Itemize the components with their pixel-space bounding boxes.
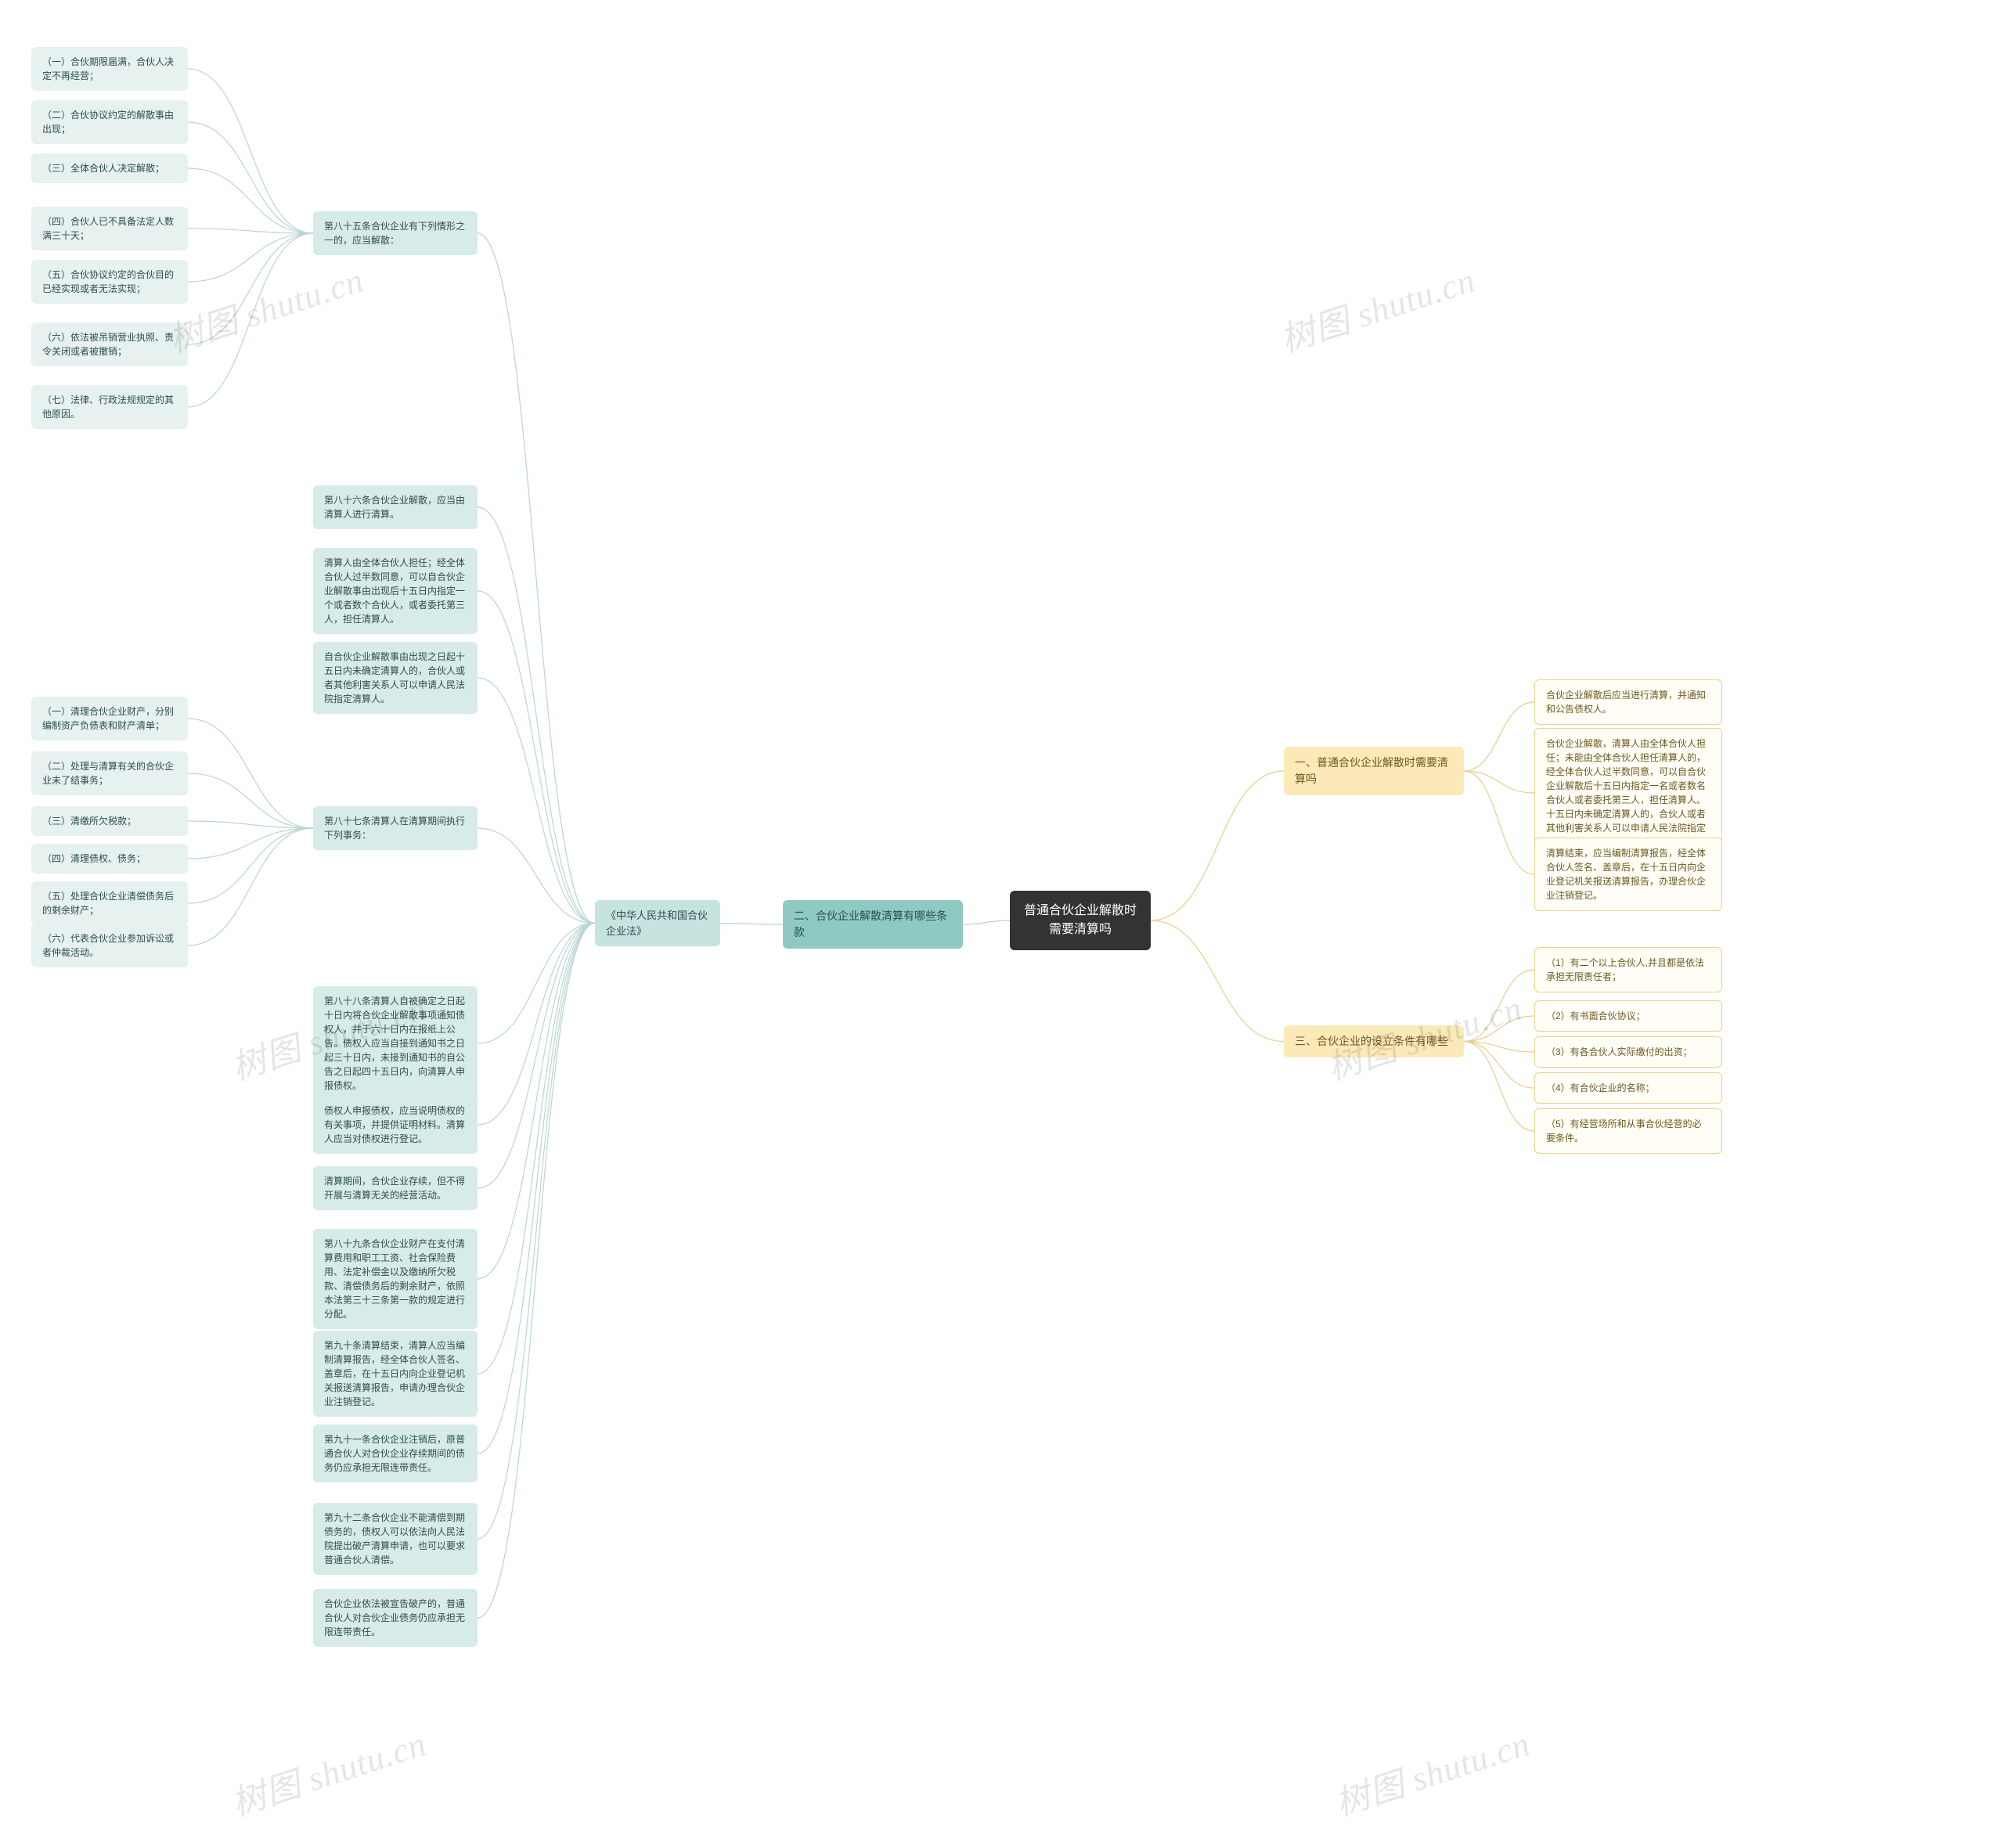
leaf-r1-2: 清算结束，应当编制清算报告，经全体合伙人签名、盖章后，在十五日内向企业登记机关报… <box>1534 838 1722 911</box>
leaf-a0-4: （五）合伙协议约定的合伙目的已经实现或者无法实现； <box>31 260 188 304</box>
leaf-a0-2: （三）全体合伙人决定解散； <box>31 153 188 183</box>
watermark-1: 树图 shutu.cn <box>1273 252 1480 362</box>
article-10: 第九十一条合伙企业注销后，原普通合伙人对合伙企业存续期间的债务仍应承担无限连带责… <box>313 1425 478 1482</box>
article-1: 第八十六条合伙企业解散，应当由清算人进行清算。 <box>313 485 478 529</box>
watermark-4: 树图 shutu.cn <box>224 1716 431 1826</box>
article-11: 第九十二条合伙企业不能清偿到期债务的，债权人可以依法向人民法院提出破产清算申请，… <box>313 1503 478 1575</box>
branch-l1: 二、合伙企业解散清算有哪些条款 <box>783 900 963 949</box>
leaf-r2-1: （2）有书面合伙协议； <box>1534 1000 1722 1032</box>
leaf-a0-6: （七）法律、行政法规规定的其他原因。 <box>31 385 188 429</box>
leaf-a0-3: （四）合伙人已不具备法定人数满三十天； <box>31 207 188 250</box>
watermark-5: 树图 shutu.cn <box>1328 1716 1535 1826</box>
article-12: 合伙企业依法被宣告破产的，普通合伙人对合伙企业债务仍应承担无限连带责任。 <box>313 1589 478 1647</box>
leaf-r2-2: （3）有各合伙人实际缴付的出资； <box>1534 1036 1722 1068</box>
root-node: 普通合伙企业解散时需要清算吗 <box>1010 891 1151 950</box>
leaf-r1-0: 合伙企业解散后应当进行清算，并通知和公告债权人。 <box>1534 679 1722 725</box>
leaf-a4-5: （六）代表合伙企业参加诉讼或者仲裁活动。 <box>31 924 188 967</box>
leaf-r2-0: （1）有二个以上合伙人,并且都是依法承担无限责任者； <box>1534 947 1722 992</box>
connector-layer <box>0 0 2004 1848</box>
leaf-a4-3: （四）清理债权、债务； <box>31 844 188 874</box>
article-4: 第八十七条清算人在清算期间执行下列事务： <box>313 806 478 850</box>
article-6: 债权人申报债权，应当说明债权的有关事项，并提供证明材料。清算人应当对债权进行登记… <box>313 1096 478 1154</box>
article-2: 清算人由全体合伙人担任；经全体合伙人过半数同意，可以自合伙企业解散事由出现后十五… <box>313 548 478 634</box>
leaf-r2-4: （5）有经营场所和从事合伙经营的必要条件。 <box>1534 1108 1722 1154</box>
leaf-a0-1: （二）合伙协议约定的解散事由出现； <box>31 100 188 144</box>
article-7: 清算期间，合伙企业存续，但不得开展与清算无关的经营活动。 <box>313 1166 478 1210</box>
leaf-a4-2: （三）清缴所欠税款； <box>31 806 188 836</box>
article-0: 第八十五条合伙企业有下列情形之一的，应当解散： <box>313 211 478 255</box>
branch-r1: 一、普通合伙企业解散时需要清算吗 <box>1284 747 1464 795</box>
article-5: 第八十八条清算人自被确定之日起十日内将合伙企业解散事项通知债权人，并于六十日内在… <box>313 986 478 1101</box>
watermark-0: 树图 shutu.cn <box>161 252 369 362</box>
leaf-a4-0: （一）清理合伙企业财产，分别编制资产负债表和财产清单； <box>31 697 188 740</box>
leaf-r2-3: （4）有合伙企业的名称； <box>1534 1072 1722 1104</box>
branch-r2: 三、合伙企业的设立条件有哪些 <box>1284 1025 1464 1057</box>
leaf-a0-5: （六）依法被吊销营业执照、责令关闭或者被撤销； <box>31 322 188 366</box>
article-9: 第九十条清算结束，清算人应当编制清算报告，经全体合伙人签名、盖章后，在十五日内向… <box>313 1331 478 1417</box>
article-8: 第八十九条合伙企业财产在支付清算费用和职工工资、社会保险费用、法定补偿金以及缴纳… <box>313 1229 478 1329</box>
article-3: 自合伙企业解散事由出现之日起十五日内未确定清算人的，合伙人或者其他利害关系人可以… <box>313 642 478 714</box>
leaf-a0-0: （一）合伙期限届满，合伙人决定不再经营； <box>31 47 188 91</box>
branch-l1-mid: 《中华人民共和国合伙企业法》 <box>595 900 720 946</box>
leaf-a4-1: （二）处理与清算有关的合伙企业未了结事务； <box>31 751 188 795</box>
leaf-a4-4: （五）处理合伙企业清偿债务后的剩余财产； <box>31 881 188 925</box>
